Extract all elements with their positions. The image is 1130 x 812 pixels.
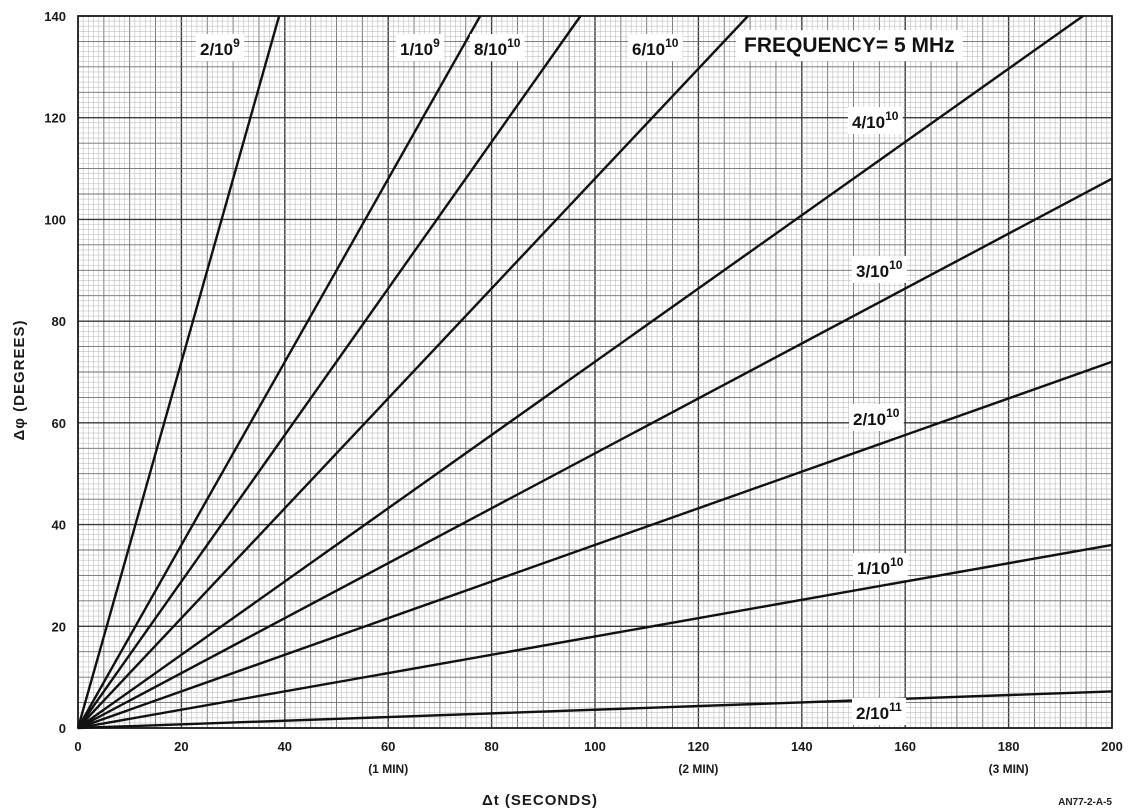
series-label: 2/1011 bbox=[856, 700, 902, 723]
series-labels: 2/109 1/109 8/1010 6/1010 4/1010 3/1010 2/1010… bbox=[196, 34, 908, 725]
y-tick-label: 120 bbox=[44, 111, 66, 126]
y-tick-label: 60 bbox=[52, 416, 66, 431]
y-tick-label: 80 bbox=[52, 314, 66, 329]
y-tick-label: 20 bbox=[52, 619, 66, 634]
series-label-background bbox=[853, 553, 908, 580]
y-tick-label: 0 bbox=[59, 721, 66, 736]
series-line bbox=[76, 15, 281, 729]
grid bbox=[77, 15, 1113, 729]
frequency-annotation-text: FREQUENCY= 5 MHz bbox=[744, 34, 955, 57]
x-tick-label: 60 bbox=[381, 739, 395, 754]
series-label: 2/109 bbox=[200, 36, 240, 59]
x-tick-sublabel: (2 MIN) bbox=[678, 762, 718, 776]
x-tick-label: 160 bbox=[894, 739, 916, 754]
x-axis-label: Δt (SECONDS) bbox=[482, 792, 598, 809]
series-line bbox=[77, 543, 1113, 730]
series-label-background bbox=[628, 34, 683, 61]
series-line bbox=[76, 15, 482, 729]
series-line bbox=[77, 360, 1113, 730]
x-tick-label: 120 bbox=[688, 739, 710, 754]
frequency-annotation: FREQUENCY= 5 MHz bbox=[736, 30, 963, 61]
x-tick-label: 200 bbox=[1101, 739, 1123, 754]
x-tick-sublabel: (1 MIN) bbox=[368, 762, 408, 776]
x-tick-label: 20 bbox=[174, 739, 188, 754]
series-label: 2/1010 bbox=[853, 406, 900, 429]
x-tick-label: 80 bbox=[484, 739, 498, 754]
series-label-background bbox=[852, 698, 907, 725]
x-tick-label: 180 bbox=[998, 739, 1020, 754]
x-tick-label: 40 bbox=[278, 739, 292, 754]
series-label: 4/1010 bbox=[852, 109, 899, 132]
series-line bbox=[77, 15, 749, 729]
series-label-background bbox=[849, 404, 904, 431]
series-line bbox=[77, 15, 582, 729]
series-line bbox=[77, 177, 1113, 730]
axis-ticks: 0 20 40 60 80 100 120 140 160 180 200(1 MIN) (2 MIN… bbox=[44, 9, 1123, 776]
y-tick-label: 100 bbox=[44, 212, 66, 227]
y-tick-label: 140 bbox=[44, 9, 66, 24]
x-tick-label: 0 bbox=[74, 739, 81, 754]
figure-code: AN77-2-A-5 bbox=[1058, 797, 1112, 808]
series-label: 1/1010 bbox=[857, 555, 904, 578]
series-label: 3/1010 bbox=[856, 258, 903, 281]
series-label-background bbox=[470, 34, 525, 61]
x-tick-label: 100 bbox=[584, 739, 606, 754]
y-tick-label: 40 bbox=[52, 518, 66, 533]
series-lines bbox=[76, 15, 1113, 730]
series-label-background bbox=[196, 34, 245, 61]
frequency-annotation-background bbox=[736, 30, 963, 61]
x-tick-label: 140 bbox=[791, 739, 813, 754]
series-label-background bbox=[852, 256, 907, 283]
series-label-background bbox=[848, 107, 903, 134]
plot-frame bbox=[77, 15, 1113, 729]
series-label: 1/109 bbox=[400, 36, 440, 59]
series-label: 8/1010 bbox=[474, 36, 521, 59]
series-label: 6/1010 bbox=[632, 36, 679, 59]
x-tick-sublabel: (3 MIN) bbox=[989, 762, 1029, 776]
series-line bbox=[77, 15, 1084, 729]
y-axis-label: Δφ (DEGREES) bbox=[11, 319, 28, 440]
series-label-background bbox=[396, 34, 445, 61]
series-line bbox=[77, 690, 1113, 730]
